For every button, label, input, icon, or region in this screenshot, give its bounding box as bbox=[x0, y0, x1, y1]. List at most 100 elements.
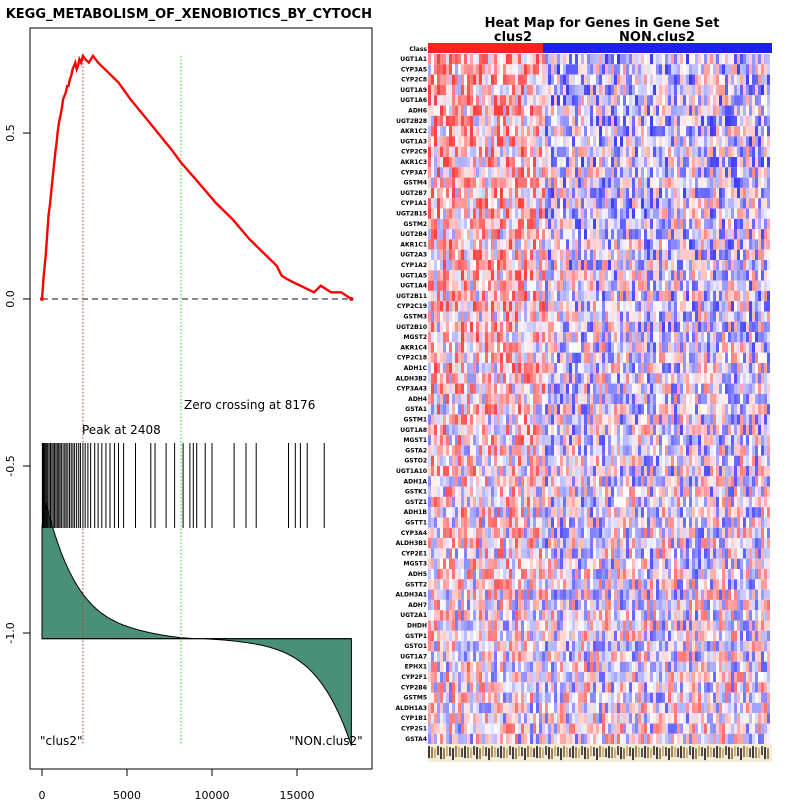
heatmap-cell bbox=[680, 301, 683, 311]
heatmap-cell bbox=[464, 404, 467, 414]
heatmap-cell bbox=[680, 281, 683, 291]
heatmap-cell bbox=[644, 126, 647, 136]
heatmap-cell bbox=[650, 250, 653, 260]
heatmap-cell bbox=[569, 291, 572, 301]
heatmap-cell bbox=[620, 487, 623, 497]
heatmap-cell bbox=[548, 373, 551, 383]
heatmap-cell bbox=[575, 126, 578, 136]
heatmap-cell bbox=[491, 312, 494, 322]
heatmap-cell bbox=[632, 425, 635, 435]
heatmap-cell bbox=[524, 384, 527, 394]
heatmap-cell bbox=[710, 301, 713, 311]
heatmap-cell bbox=[500, 178, 503, 188]
heatmap-cell bbox=[485, 85, 488, 95]
heatmap-cell bbox=[431, 425, 434, 435]
heatmap-cell bbox=[686, 136, 689, 146]
heatmap-cell bbox=[608, 136, 611, 146]
heatmap-cell bbox=[584, 219, 587, 229]
heatmap-cell bbox=[695, 384, 698, 394]
heatmap-cell bbox=[671, 167, 674, 177]
heatmap-cell bbox=[623, 435, 626, 445]
heatmap-cell bbox=[485, 373, 488, 383]
heatmap-cell bbox=[752, 167, 755, 177]
heatmap-cell bbox=[668, 126, 671, 136]
heatmap-cell bbox=[635, 106, 638, 116]
heatmap-cell bbox=[692, 384, 695, 394]
heatmap-cell bbox=[518, 64, 521, 74]
heatmap-cell bbox=[641, 353, 644, 363]
heatmap-cell bbox=[575, 198, 578, 208]
heatmap-cell bbox=[476, 394, 479, 404]
heatmap-cell bbox=[659, 363, 662, 373]
heatmap-cell bbox=[464, 54, 467, 64]
heatmap-cell bbox=[473, 157, 476, 167]
heatmap-cell bbox=[677, 64, 680, 74]
heatmap-cell bbox=[617, 487, 620, 497]
heatmap-cell bbox=[566, 445, 569, 455]
heatmap-cell bbox=[653, 136, 656, 146]
heatmap-cell bbox=[491, 353, 494, 363]
heatmap-cell bbox=[464, 487, 467, 497]
heatmap-cell bbox=[683, 332, 686, 342]
heatmap-cell bbox=[758, 198, 761, 208]
heatmap-cell bbox=[572, 384, 575, 394]
heatmap-cell bbox=[737, 54, 740, 64]
heatmap-cell bbox=[557, 445, 560, 455]
heatmap-cell bbox=[683, 75, 686, 85]
heatmap-cell bbox=[596, 198, 599, 208]
heatmap-cell bbox=[725, 312, 728, 322]
heatmap-cell bbox=[632, 394, 635, 404]
heatmap-cell bbox=[602, 291, 605, 301]
heatmap-cell bbox=[701, 332, 704, 342]
heatmap-cell bbox=[632, 219, 635, 229]
heatmap-cell bbox=[602, 373, 605, 383]
heatmap-cell bbox=[737, 332, 740, 342]
heatmap-cell bbox=[602, 106, 605, 116]
heatmap-cell bbox=[539, 435, 542, 445]
heatmap-cell bbox=[554, 270, 557, 280]
heatmap-cell bbox=[743, 250, 746, 260]
heatmap-cell bbox=[515, 435, 518, 445]
heatmap-cell bbox=[641, 126, 644, 136]
heatmap-cell bbox=[635, 209, 638, 219]
heatmap-cell bbox=[614, 219, 617, 229]
heatmap-cell bbox=[662, 425, 665, 435]
heatmap-cell bbox=[761, 404, 764, 414]
heatmap-cell bbox=[431, 353, 434, 363]
heatmap-cell bbox=[533, 342, 536, 352]
heatmap-cell bbox=[482, 384, 485, 394]
heatmap-cell bbox=[755, 250, 758, 260]
heatmap-cell bbox=[635, 487, 638, 497]
heatmap-cell bbox=[452, 445, 455, 455]
heatmap-cell bbox=[638, 136, 641, 146]
heatmap-cell bbox=[650, 456, 653, 466]
heatmap-cell bbox=[713, 239, 716, 249]
heatmap-cell bbox=[731, 219, 734, 229]
heatmap-cell bbox=[731, 229, 734, 239]
heatmap-cell bbox=[470, 322, 473, 332]
heatmap-cell bbox=[572, 445, 575, 455]
heatmap-cell bbox=[698, 301, 701, 311]
heatmap-cell bbox=[491, 476, 494, 486]
heatmap-cell bbox=[503, 54, 506, 64]
heatmap-cell bbox=[524, 435, 527, 445]
heatmap-cell bbox=[764, 188, 767, 198]
heatmap-cell bbox=[440, 260, 443, 270]
heatmap-cell bbox=[515, 281, 518, 291]
heatmap-cell bbox=[428, 229, 431, 239]
heatmap-cell bbox=[749, 64, 752, 74]
heatmap-cell bbox=[593, 445, 596, 455]
heatmap-cell bbox=[638, 312, 641, 322]
heatmap-cell bbox=[581, 466, 584, 476]
heatmap-cell bbox=[761, 301, 764, 311]
heatmap-cell bbox=[686, 250, 689, 260]
heatmap-cell bbox=[623, 301, 626, 311]
heatmap-cell bbox=[698, 425, 701, 435]
heatmap-cell bbox=[506, 466, 509, 476]
heatmap-cell bbox=[656, 291, 659, 301]
heatmap-cell bbox=[551, 270, 554, 280]
heatmap-cell bbox=[701, 373, 704, 383]
heatmap-cell bbox=[761, 209, 764, 219]
heatmap-cell bbox=[458, 157, 461, 167]
heatmap-cell bbox=[656, 178, 659, 188]
